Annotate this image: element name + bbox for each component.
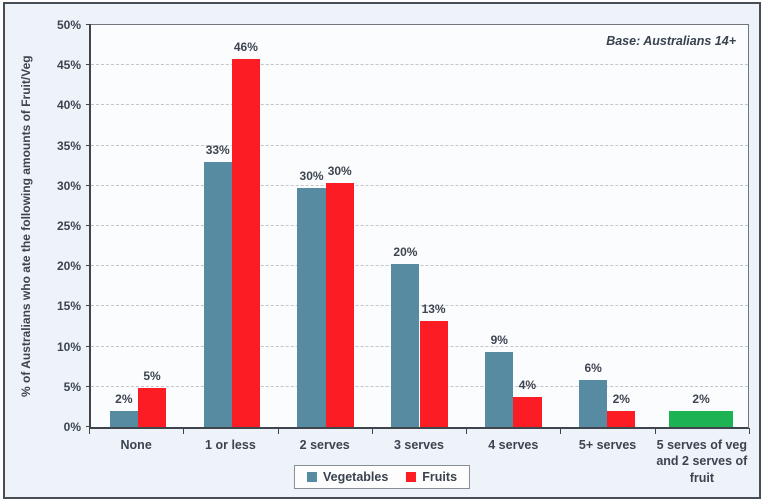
x-label-3-serves: 3 serves <box>393 438 445 452</box>
x-tick <box>277 428 279 434</box>
bar-fruits-4-serves <box>513 397 542 427</box>
bar-value-label: 33% <box>205 143 230 158</box>
bar-slot-vegetables-5-serves: 6% <box>579 25 608 427</box>
x-tick <box>466 428 468 434</box>
x-label-2-serves: 2 serves <box>299 438 350 452</box>
bar-value-label: 30% <box>299 169 324 184</box>
bar-value-label: 4% <box>518 378 537 393</box>
legend-swatch-vegetables <box>306 472 317 482</box>
bar-vegetables-and-fruits-combined <box>669 410 733 427</box>
y-tick-mark <box>86 345 91 347</box>
y-tick-mark <box>86 426 91 427</box>
x-axis-labels: None 1 or less 2 serves 3 serves 4 serves 5+ … <box>89 437 749 497</box>
bar-fruits-5-serves <box>607 410 636 427</box>
x-label-5-serves: 5+ serves <box>578 438 637 452</box>
bar-slot-vegetables-none: 2% <box>109 25 138 427</box>
y-tick-mark <box>86 305 91 307</box>
bar-value-label: 13% <box>421 301 446 316</box>
y-tick-label: 45% <box>56 58 81 73</box>
x-tick <box>560 428 562 434</box>
bar-slot-vegetables-1-or-less: 33% <box>203 25 232 427</box>
legend-item-fruits: Fruits <box>406 470 457 484</box>
x-label-1-or-less: 1 or less <box>205 438 256 452</box>
bar-value-label: 9% <box>490 333 508 348</box>
gridline <box>91 104 748 106</box>
legend-item-vegetables: Vegetables <box>306 470 389 484</box>
bar-slot-fruits-1-or-less: 46% <box>231 25 260 427</box>
legend-swatch-fruits <box>406 472 417 482</box>
bar-vegetables-5-serves <box>579 379 608 427</box>
y-tick-label: 30% <box>56 178 81 193</box>
legend-label-fruits: Fruits <box>422 470 458 484</box>
y-axis-title: % of Australians who ate the following a… <box>19 55 33 398</box>
y-tick-mark <box>86 144 91 146</box>
x-tick <box>749 428 750 434</box>
bar-slot-fruits-none: 5% <box>137 25 167 427</box>
bar-slot-vegetables-and-fruits-combined-5-serves-of-veg-and-2-serves-of-fruit: 2% <box>669 25 733 427</box>
bar-slot-fruits-3-serves: 13% <box>419 25 448 427</box>
bar-vegetables-none <box>109 410 138 427</box>
bar-value-label: 6% <box>584 360 602 375</box>
y-tick-label: 35% <box>56 138 81 153</box>
y-tick-mark <box>86 24 91 25</box>
bar-vegetables-1-or-less <box>203 162 232 427</box>
y-tick-label: 25% <box>56 219 81 233</box>
gridline <box>91 225 748 226</box>
x-label-5-serves-of-veg-and-2-serves-of-fruit: 5 serves of veg and 2 serves of fruit <box>656 438 748 485</box>
bar-fruits-2-serves <box>325 182 354 427</box>
bar-fruits-1-or-less <box>231 58 260 427</box>
gridline <box>91 305 748 307</box>
y-tick-label: 15% <box>56 299 81 314</box>
gridline <box>91 144 748 146</box>
gridline <box>91 64 748 66</box>
y-tick-label: 50% <box>56 18 81 32</box>
bar-vegetables-3-serves <box>391 263 420 427</box>
bar-value-label: 2% <box>115 391 133 406</box>
bar-value-label: 2% <box>692 391 710 406</box>
bar-value-label: 46% <box>233 39 258 54</box>
x-tick <box>654 428 656 434</box>
y-tick-mark <box>86 104 91 106</box>
bar-slot-vegetables-3-serves: 20% <box>391 25 420 427</box>
bar-slot-vegetables-4-serves: 9% <box>485 25 514 427</box>
y-tick-label: 20% <box>56 259 81 274</box>
bar-value-label: 20% <box>393 244 418 259</box>
y-tick-label: 10% <box>56 339 81 354</box>
bar-vegetables-4-serves <box>485 352 514 427</box>
y-tick-label: 40% <box>56 98 81 113</box>
chart-frame: % of Australians who ate the following a… <box>3 2 761 499</box>
bar-slot-fruits-5-serves: 2% <box>607 25 636 427</box>
y-tick-mark <box>86 265 91 267</box>
bar-vegetables-2-serves <box>297 188 326 427</box>
bar-value-label: 5% <box>143 368 161 383</box>
bar-fruits-3-serves <box>419 320 448 427</box>
x-label-none: None <box>120 438 152 452</box>
plot-area: Base: Australians 14+ 0% 5% 10% 15% 20% 25% 30… <box>57 18 749 434</box>
legend-label-vegetables: Vegetables <box>322 470 389 484</box>
bar-value-label: 30% <box>327 163 352 178</box>
x-label-4-serves: 4 serves <box>488 438 539 452</box>
bar-slot-fruits-2-serves: 30% <box>325 25 354 427</box>
y-tick-mark <box>86 225 91 226</box>
x-tick <box>371 428 373 434</box>
bar-slot-fruits-4-serves: 4% <box>513 25 542 427</box>
y-tick-label: 5% <box>63 379 81 394</box>
bar-slot-vegetables-2-serves: 30% <box>297 25 326 427</box>
y-tick-mark <box>86 385 91 387</box>
base-note: Base: Australians 14+ <box>606 34 736 48</box>
bar-value-label: 2% <box>612 391 630 406</box>
gridline <box>91 265 748 267</box>
legend: Vegetables Fruits <box>293 465 471 489</box>
bar-fruits-none <box>137 387 167 427</box>
y-tick-mark <box>86 184 91 186</box>
gridline <box>91 184 748 186</box>
y-tick-mark <box>86 64 91 66</box>
x-tick <box>89 428 90 434</box>
y-tick-label: 0% <box>63 420 81 434</box>
x-tick <box>183 428 185 434</box>
